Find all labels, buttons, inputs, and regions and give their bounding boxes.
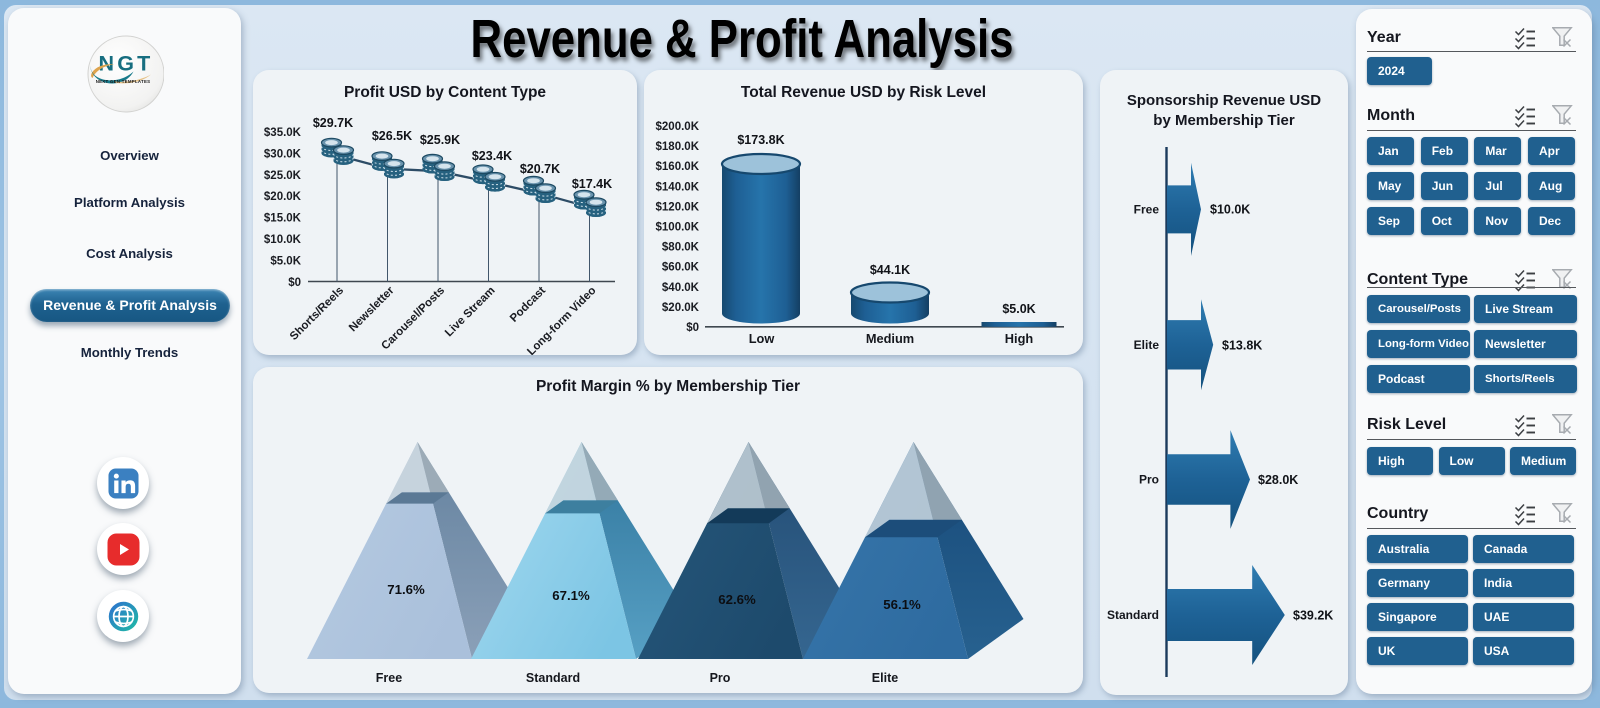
svg-text:Medium: Medium xyxy=(866,331,914,346)
svg-text:Shorts/Reels: Shorts/Reels xyxy=(288,285,346,343)
svg-text:$29.7K: $29.7K xyxy=(313,116,353,130)
svg-text:$20.0K: $20.0K xyxy=(662,302,700,314)
svg-text:$30.0K: $30.0K xyxy=(264,148,302,160)
svg-text:$25.9K: $25.9K xyxy=(420,133,460,147)
svg-text:Elite: Elite xyxy=(872,671,898,685)
svg-text:71.6%: 71.6% xyxy=(387,582,425,597)
svg-text:$160.0K: $160.0K xyxy=(656,161,700,173)
svg-text:$100.0K: $100.0K xyxy=(656,222,700,234)
svg-text:$5.0K: $5.0K xyxy=(270,256,301,268)
svg-text:$20.7K: $20.7K xyxy=(520,162,560,176)
svg-text:56.1%: 56.1% xyxy=(883,597,921,612)
svg-text:$10.0K: $10.0K xyxy=(1210,203,1250,217)
svg-text:$28.0K: $28.0K xyxy=(1258,473,1298,487)
svg-text:NEXT GEN TEMPLATES: NEXT GEN TEMPLATES xyxy=(96,79,151,84)
svg-text:Pro: Pro xyxy=(1139,473,1159,487)
svg-text:$140.0K: $140.0K xyxy=(656,181,700,193)
svg-text:$40.0K: $40.0K xyxy=(662,282,700,294)
svg-text:$23.4K: $23.4K xyxy=(472,149,512,163)
svg-text:$180.0K: $180.0K xyxy=(656,141,700,153)
svg-text:Live Stream: Live Stream xyxy=(443,285,498,340)
svg-text:Standard: Standard xyxy=(526,671,580,685)
svg-text:Low: Low xyxy=(749,331,775,346)
svg-text:$173.8K: $173.8K xyxy=(737,133,784,147)
svg-text:$13.8K: $13.8K xyxy=(1222,338,1262,352)
svg-text:$17.4K: $17.4K xyxy=(572,177,612,191)
svg-text:$26.5K: $26.5K xyxy=(372,129,412,143)
svg-text:$44.1K: $44.1K xyxy=(870,263,910,277)
svg-text:Podcast: Podcast xyxy=(508,285,548,325)
svg-text:$120.0K: $120.0K xyxy=(656,201,700,213)
svg-text:$25.0K: $25.0K xyxy=(264,170,302,182)
svg-text:$10.0K: $10.0K xyxy=(264,234,302,246)
svg-text:NGT: NGT xyxy=(99,52,154,76)
svg-text:Pro: Pro xyxy=(710,671,731,685)
svg-text:Free: Free xyxy=(1134,203,1160,217)
svg-text:High: High xyxy=(1005,331,1034,346)
svg-text:Free: Free xyxy=(376,671,402,685)
svg-text:Newsletter: Newsletter xyxy=(347,284,397,334)
svg-text:$5.0K: $5.0K xyxy=(1002,302,1035,316)
svg-text:$60.0K: $60.0K xyxy=(662,262,700,274)
svg-text:67.1%: 67.1% xyxy=(552,588,590,603)
svg-text:$80.0K: $80.0K xyxy=(662,242,700,254)
svg-text:62.6%: 62.6% xyxy=(718,592,756,607)
svg-text:$15.0K: $15.0K xyxy=(264,213,302,225)
svg-text:$0: $0 xyxy=(288,277,301,289)
svg-text:$35.0K: $35.0K xyxy=(264,127,302,139)
svg-text:Elite: Elite xyxy=(1134,338,1160,352)
svg-text:$39.2K: $39.2K xyxy=(1293,609,1333,623)
svg-text:$200.0K: $200.0K xyxy=(656,121,700,133)
svg-text:$20.0K: $20.0K xyxy=(264,191,302,203)
svg-text:$0: $0 xyxy=(686,322,699,334)
svg-text:Standard: Standard xyxy=(1107,608,1159,622)
